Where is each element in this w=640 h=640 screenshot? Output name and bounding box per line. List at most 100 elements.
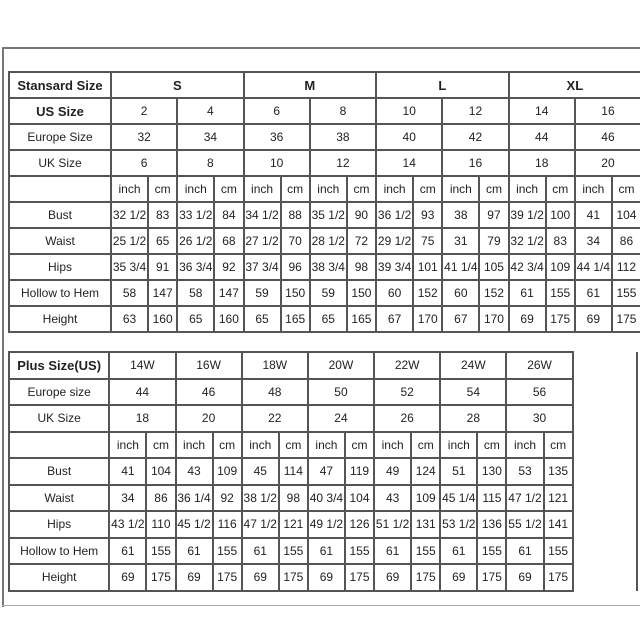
measurement-cell: 130 xyxy=(476,457,508,486)
size-row: Europe Size 32 34 36 38 40 42 44 46 xyxy=(8,123,640,151)
measurement-cell: 104 xyxy=(610,201,640,229)
size-cell: 38 xyxy=(308,123,378,151)
measurement-row: Height 69 175 69 175 69 175 69 175 69 175 69 175 69 17… xyxy=(7,563,639,592)
measurement-cell: 86 xyxy=(610,227,640,255)
row-label: Bust xyxy=(8,201,112,229)
measurement-cell: 58 xyxy=(110,279,149,307)
unit-cm: cm xyxy=(410,430,442,459)
measurement-cell: 98 xyxy=(345,253,378,281)
measurement-cell: 38 xyxy=(441,201,481,229)
measurement-cell: 100 xyxy=(544,201,576,229)
size-cell: 18 xyxy=(108,404,177,433)
measurement-cell: 27 1/2 xyxy=(242,227,282,255)
blank-cell xyxy=(571,537,639,564)
blank-cell xyxy=(571,378,639,405)
measurement-cell: 75 xyxy=(412,227,444,255)
size-cell: 18 xyxy=(507,149,576,177)
measurement-cell: 31 xyxy=(441,227,481,255)
unit-inch: inch xyxy=(308,175,348,203)
size-cell: 8 xyxy=(308,97,378,125)
measurement-cell: 86 xyxy=(145,483,177,512)
standard-size-table: Stansard Size S M L XL US Size 2 4 6 8 10 12 14 16 Eur… xyxy=(8,71,640,333)
measurement-cell: 175 xyxy=(476,563,508,592)
row-label: UK Size xyxy=(7,404,111,433)
unit-cm: cm xyxy=(478,175,510,203)
measurement-cell: 175 xyxy=(544,305,576,333)
measurement-cell: 155 xyxy=(542,536,574,565)
measurement-cell: 175 xyxy=(542,563,574,592)
size-cell: 48 xyxy=(240,377,309,406)
unit-cm: cm xyxy=(412,175,444,203)
unit-inch: inch xyxy=(306,430,346,459)
size-group-l: L xyxy=(375,71,510,99)
measurement-cell: 97 xyxy=(478,201,510,229)
measurement-cell: 25 1/2 xyxy=(110,227,149,255)
size-cell: 36 xyxy=(242,123,311,151)
measurement-cell: 45 xyxy=(240,457,280,486)
plus-size-20w: 20W xyxy=(306,351,376,380)
size-cell: 40 xyxy=(375,123,444,151)
measurement-cell: 53 1/2 xyxy=(439,510,479,539)
measurement-cell: 69 xyxy=(174,563,214,592)
unit-cm: cm xyxy=(544,175,576,203)
unit-cm: cm xyxy=(145,430,177,459)
measurement-cell: 26 1/2 xyxy=(176,227,216,255)
measurement-cell: 43 1/2 xyxy=(108,510,148,539)
unit-inch: inch xyxy=(439,430,479,459)
plus-size-22w: 22W xyxy=(373,351,442,380)
row-label: Waist xyxy=(7,483,111,512)
measurement-cell: 126 xyxy=(343,510,376,539)
measurement-cell: 79 xyxy=(478,227,510,255)
measurement-cell: 36 3/4 xyxy=(176,253,216,281)
size-cell: 6 xyxy=(242,97,311,125)
measurement-row: Bust 32 1/2 83 33 1/2 84 34 1/2 88 35 1/2 90 36 1… xyxy=(8,201,640,229)
units-row: inch cm inch cm inch cm inch cm inch cm inch cm inch… xyxy=(7,430,639,459)
unit-cm: cm xyxy=(213,175,245,203)
row-label: Hollow to Hem xyxy=(8,279,112,307)
measurement-cell: 155 xyxy=(211,536,243,565)
measurement-cell: 41 1/4 xyxy=(441,253,481,281)
size-cell: 16 xyxy=(441,149,510,177)
measurement-cell: 63 xyxy=(110,305,149,333)
measurement-cell: 83 xyxy=(544,227,576,255)
row-label xyxy=(8,175,112,203)
size-cell: 34 xyxy=(176,123,245,151)
measurement-cell: 36 1/2 xyxy=(375,201,415,229)
measurement-cell: 147 xyxy=(146,279,179,307)
measurement-cell: 43 xyxy=(174,457,214,486)
measurement-cell: 69 xyxy=(306,563,346,592)
measurement-cell: 98 xyxy=(277,483,309,512)
measurement-cell: 112 xyxy=(610,253,640,281)
plus-size-18w: 18W xyxy=(240,351,309,380)
size-group-s: S xyxy=(110,71,245,99)
blank-cell xyxy=(571,511,639,538)
size-row: Europe size 44 46 48 50 52 54 56 xyxy=(7,377,639,406)
measurement-cell: 109 xyxy=(544,253,576,281)
unit-inch: inch xyxy=(108,430,148,459)
measurement-cell: 34 xyxy=(573,227,613,255)
measurement-cell: 147 xyxy=(213,279,245,307)
measurement-cell: 116 xyxy=(211,510,243,539)
measurement-cell: 175 xyxy=(277,563,309,592)
measurement-cell: 83 xyxy=(146,201,179,229)
measurement-cell: 61 xyxy=(507,279,547,307)
size-cell: 26 xyxy=(373,404,442,433)
size-cell: 24 xyxy=(306,404,376,433)
measurement-cell: 58 xyxy=(176,279,216,307)
measurement-cell: 90 xyxy=(345,201,378,229)
row-label: Waist xyxy=(8,227,112,255)
measurement-cell: 61 xyxy=(439,536,479,565)
unit-inch: inch xyxy=(174,430,214,459)
plus-size-14w: 14W xyxy=(108,351,177,380)
measurement-cell: 38 3/4 xyxy=(308,253,348,281)
measurement-cell: 47 1/2 xyxy=(240,510,280,539)
measurement-cell: 39 1/2 xyxy=(507,201,547,229)
measurement-cell: 61 xyxy=(373,536,413,565)
measurement-cell: 155 xyxy=(476,536,508,565)
size-cell: 16 xyxy=(573,97,640,125)
blank-cell xyxy=(571,484,639,511)
measurement-cell: 165 xyxy=(345,305,378,333)
measurement-cell: 175 xyxy=(211,563,243,592)
size-cell: 12 xyxy=(441,97,510,125)
size-cell: 10 xyxy=(242,149,311,177)
